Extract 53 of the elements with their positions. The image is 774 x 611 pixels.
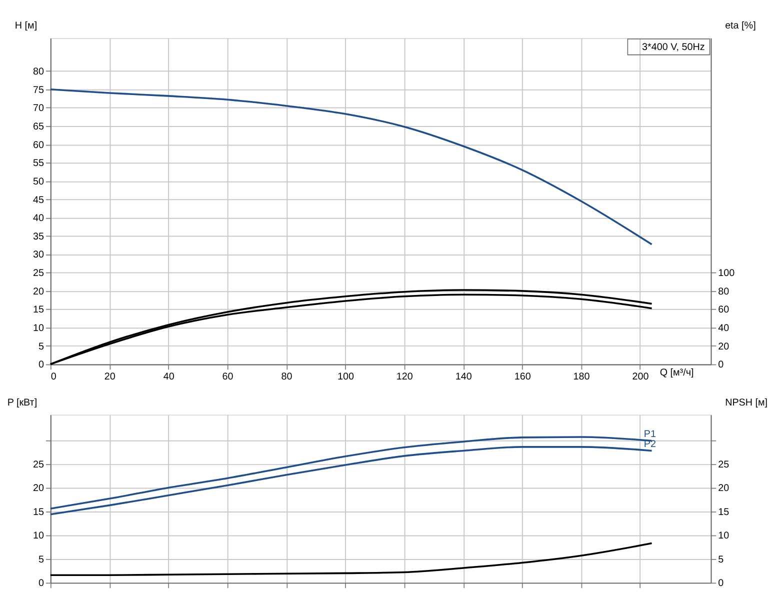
y2-tick-label: 0 — [718, 578, 724, 590]
x-tick-label: 180 — [573, 372, 590, 383]
y-tick-label: 60 — [33, 140, 44, 151]
x-tick-label: 80 — [281, 372, 293, 383]
y2-tick-label: 20 — [718, 341, 730, 352]
y2-tick-label: 40 — [718, 323, 730, 334]
x-tick-label: 100 — [337, 372, 354, 383]
y-tick-label: 10 — [33, 530, 44, 542]
y-axis-title: H [м] — [14, 20, 38, 32]
x-axis-title: Q [м³/ч] — [660, 368, 694, 379]
x-tick-label: 160 — [514, 372, 532, 383]
y2-tick-label: 0 — [718, 360, 724, 371]
y2-tick-label: 5 — [718, 554, 724, 566]
y-axis-title: P [кВт] — [7, 397, 38, 408]
y-tick-label: 0 — [38, 578, 44, 590]
y2-axis-title: NPSH [м] — [725, 397, 768, 408]
y-tick-label: 15 — [33, 304, 44, 316]
y2-tick-label: 100 — [718, 268, 736, 280]
x-tick-label: 0 — [50, 372, 57, 383]
y2-tick-label: 25 — [718, 459, 730, 470]
x-tick-label: 60 — [222, 372, 234, 383]
y-tick-label: 20 — [33, 286, 44, 298]
y2-tick-label: 10 — [718, 530, 730, 542]
x-tick-label: 20 — [104, 372, 116, 383]
y-tick-label: 5 — [38, 554, 44, 566]
y-tick-label: 30 — [33, 250, 44, 261]
x-tick-label: 40 — [163, 372, 175, 383]
y-tick-label: 0 — [38, 360, 44, 371]
y-tick-label: 35 — [33, 231, 44, 242]
y-tick-label: 15 — [33, 506, 44, 518]
y-tick-label: 50 — [33, 176, 44, 188]
x-tick-label: 200 — [632, 372, 650, 383]
y-tick-label: 65 — [33, 121, 44, 132]
series-label: P1 — [644, 428, 656, 440]
y2-tick-label: 80 — [718, 286, 730, 298]
annotation: 3*400 V, 50Hz — [642, 42, 705, 53]
y-tick-label: 20 — [33, 483, 44, 494]
y-tick-label: 45 — [33, 194, 44, 206]
y-tick-label: 25 — [33, 268, 44, 280]
y-tick-label: 70 — [33, 103, 44, 114]
y-tick-label: 55 — [33, 158, 44, 170]
y-tick-label: 5 — [38, 341, 44, 352]
y2-tick-label: 60 — [718, 304, 730, 316]
y-tick-label: 40 — [33, 213, 44, 224]
x-tick-label: 140 — [455, 372, 472, 383]
y2-axis-title: eta [%] — [725, 20, 756, 32]
x-tick-label: 120 — [396, 372, 414, 383]
y-tick-label: 80 — [33, 66, 44, 78]
y-tick-label: 25 — [33, 459, 44, 470]
y-tick-label: 75 — [33, 84, 44, 96]
y2-tick-label: 15 — [718, 506, 730, 518]
y2-tick-label: 20 — [718, 483, 730, 494]
y-tick-label: 10 — [33, 323, 44, 334]
